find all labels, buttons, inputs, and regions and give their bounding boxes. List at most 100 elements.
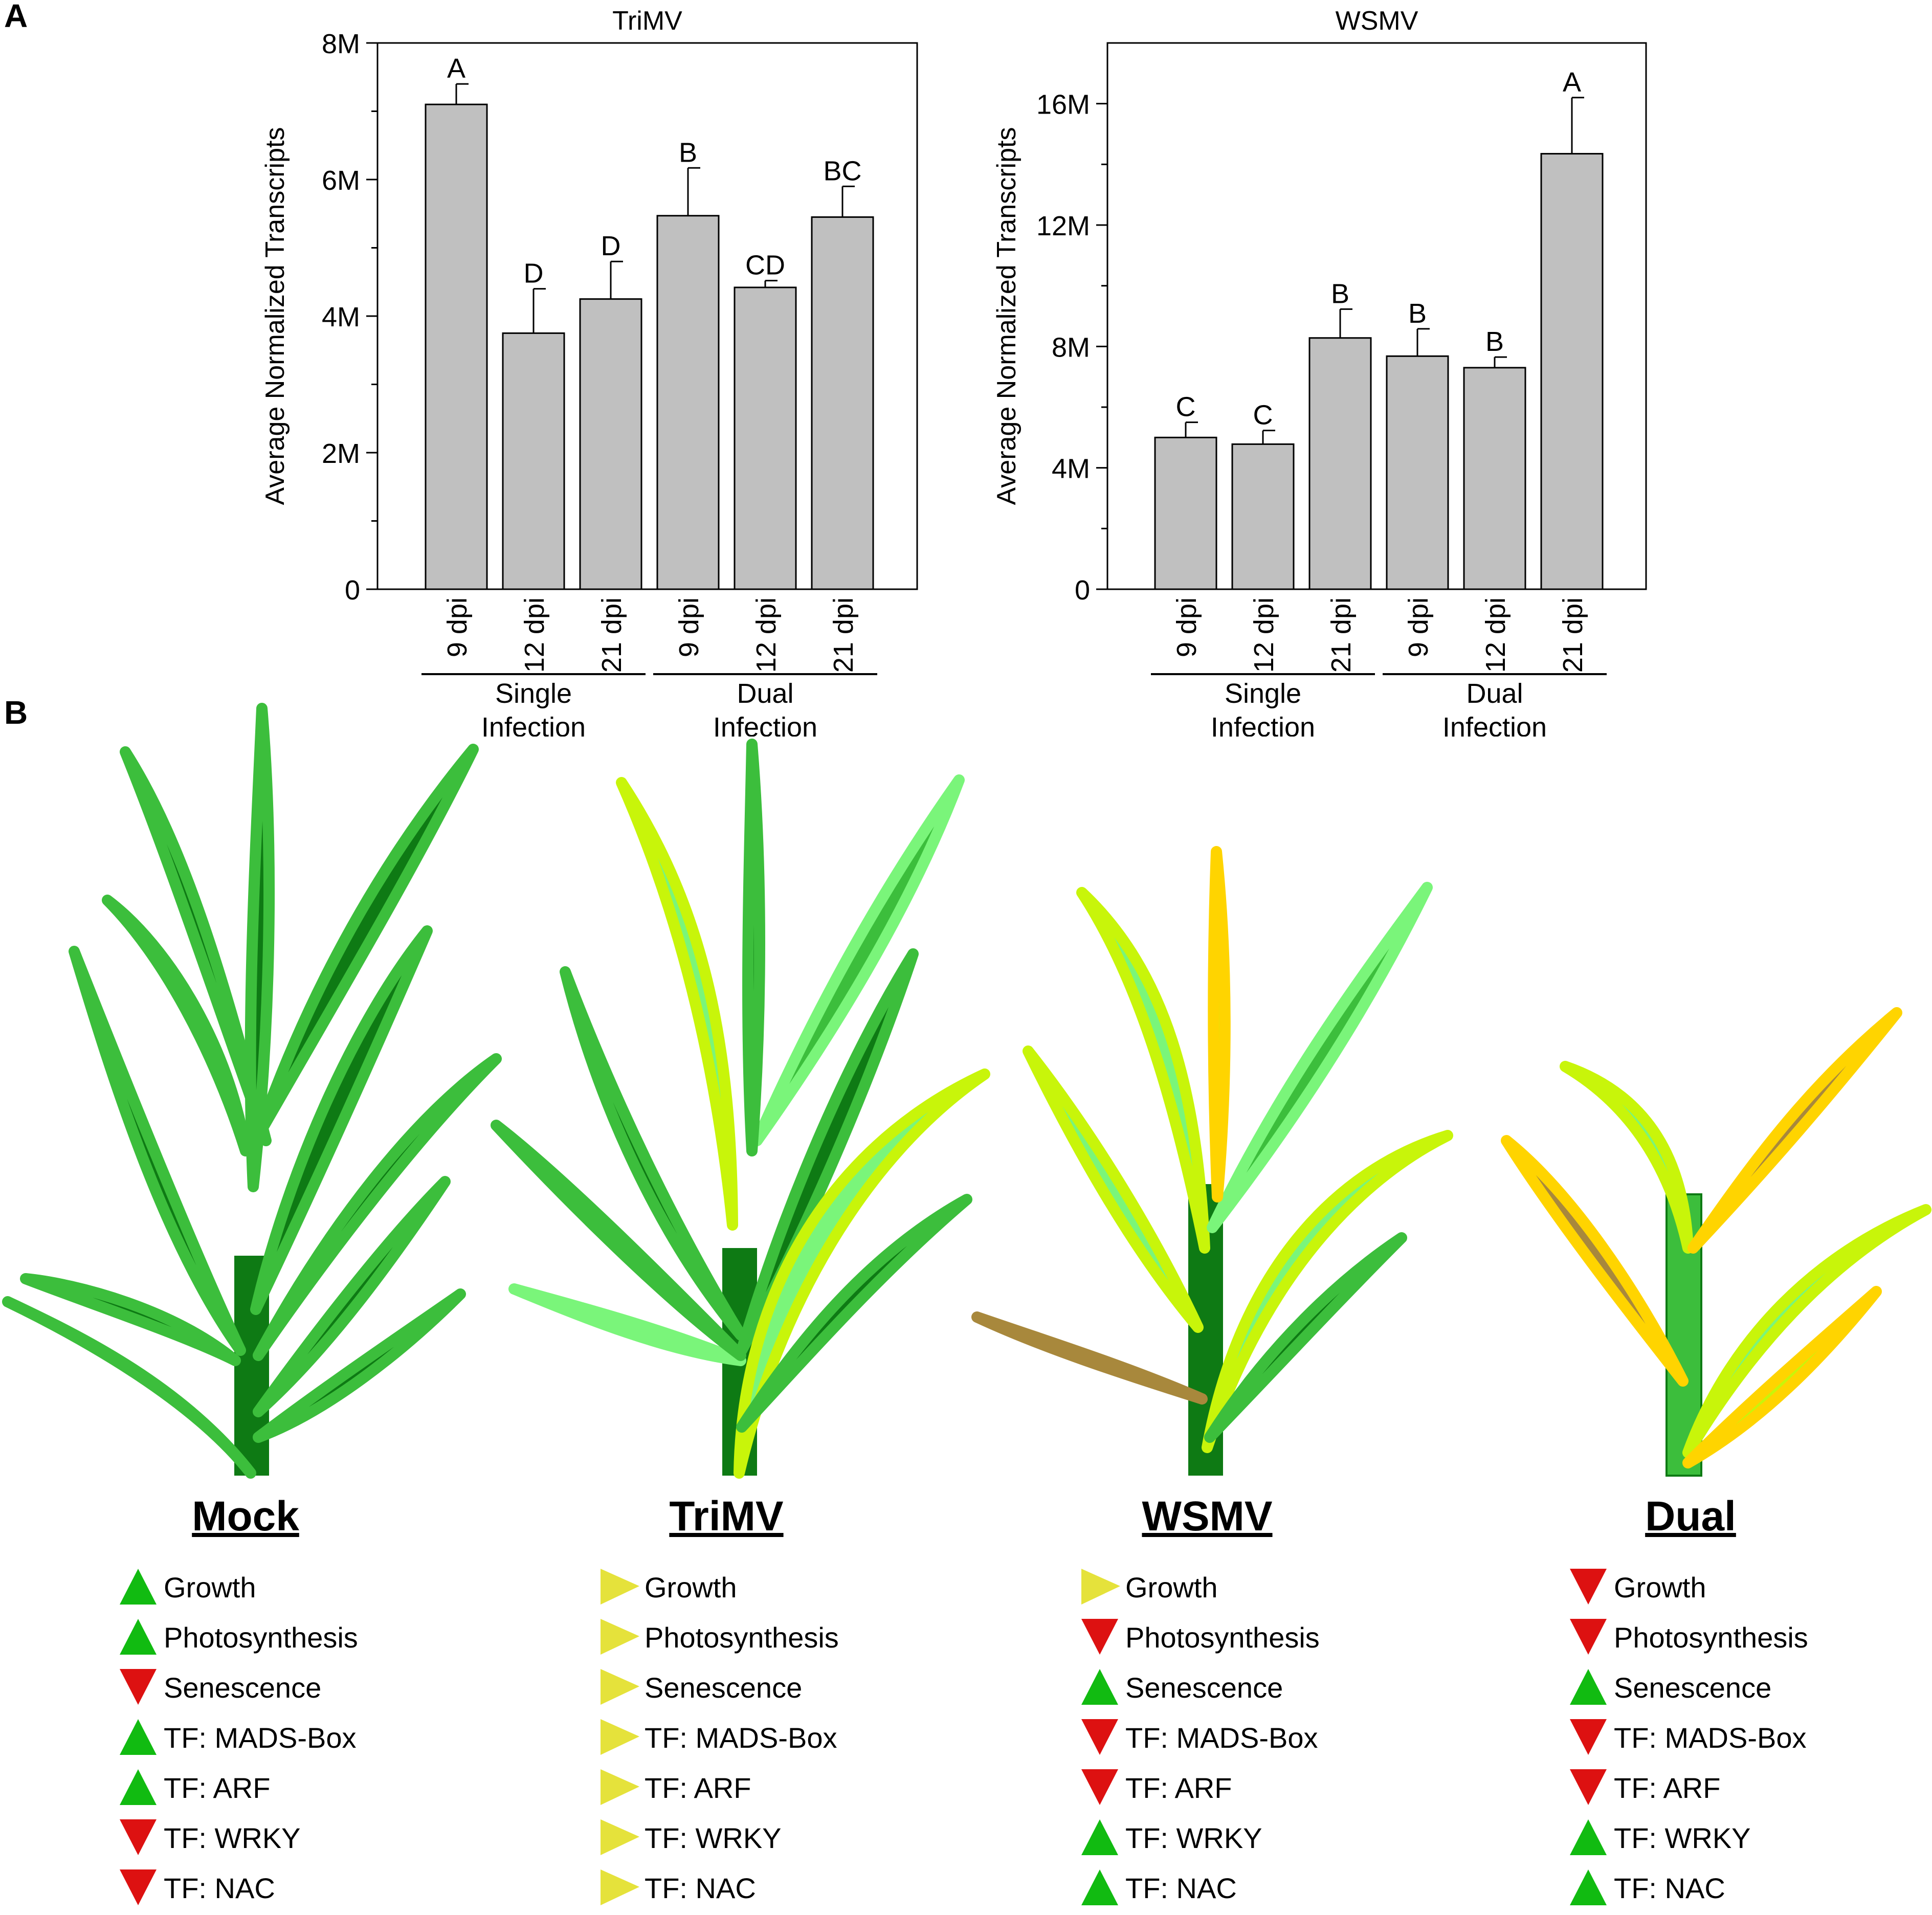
indicator-label: Senescence	[645, 1671, 803, 1704]
bar	[1308, 337, 1372, 590]
indicator-label: TF: ARF	[1614, 1771, 1721, 1804]
y-tick-label: 16M	[1036, 90, 1090, 120]
indicator-label: TF: NAC	[1125, 1872, 1237, 1904]
group-label: Infection	[1442, 712, 1547, 737]
bar	[1540, 153, 1604, 590]
indicator-label: Photosynthesis	[1125, 1621, 1320, 1654]
indicator-row: Photosynthesis	[1079, 1612, 1540, 1662]
triangle-right-icon	[1079, 1567, 1125, 1608]
triangle-up-icon	[1568, 1817, 1614, 1858]
triangle-up-icon	[118, 1767, 164, 1808]
triangle-down-icon	[1568, 1617, 1614, 1658]
indicator-row: TF: WRKY	[1079, 1813, 1540, 1863]
indicator-row: TF: MADS-Box	[118, 1712, 578, 1763]
triangle-right-icon	[598, 1717, 645, 1758]
significance-letter: B	[1485, 326, 1504, 357]
indicator-label: TF: ARF	[1125, 1771, 1232, 1804]
indicator-list: Growth Photosynthesis Senescence TF: MADS-B…	[1079, 1562, 1540, 1913]
indicator-row: Senescence	[1568, 1662, 1932, 1712]
condition-title: Dual	[1645, 1493, 1736, 1540]
triangle-up-icon	[1568, 1667, 1614, 1708]
indicator-row: Senescence	[1079, 1662, 1540, 1712]
triangle-down-icon	[1568, 1767, 1614, 1808]
x-tick-label: 9 dpi	[1403, 597, 1434, 657]
trimv-leaf	[508, 1283, 746, 1366]
indicator-list: Growth Photosynthesis Senescence TF: MADS-B…	[118, 1562, 578, 1913]
indicator-label: Senescence	[1614, 1671, 1772, 1704]
indicator-row: Photosynthesis	[598, 1612, 1059, 1662]
chart-title: WSMV	[1336, 6, 1418, 36]
group-label: Infection	[481, 712, 586, 737]
indicator-label: TF: WRKY	[164, 1821, 301, 1854]
condition-column: Dual Growth Photosynthesis Senescence TF: M…	[1568, 1493, 1932, 1913]
y-tick-label: 8M	[1052, 332, 1090, 363]
indicator-row: TF: MADS-Box	[1568, 1712, 1932, 1763]
trimv-leaf	[736, 1194, 972, 1433]
dual-leaf	[1682, 1286, 1882, 1468]
bar-charts: TriMV Average Normalized Transcripts 0 2M 4M…	[260, 6, 1647, 737]
trimv-leaf	[734, 1068, 990, 1479]
indicator-row: TF: ARF	[1568, 1763, 1932, 1813]
indicator-row: Growth	[598, 1562, 1059, 1612]
trimv-leaf	[616, 777, 738, 1231]
y-axis-label: Average Normalized Transcripts	[992, 127, 1021, 505]
wsmv-leaf	[1202, 1130, 1453, 1453]
triangle-down-icon	[118, 1667, 164, 1708]
significance-letter: B	[1408, 298, 1427, 329]
indicator-row: Growth	[1079, 1562, 1540, 1612]
indicator-row: Photosynthesis	[118, 1612, 578, 1662]
mock-leaf	[69, 946, 246, 1356]
indicator-row: Senescence	[598, 1662, 1059, 1712]
mock-leaf	[253, 744, 479, 1141]
triangle-up-icon	[1079, 1867, 1125, 1908]
x-tick-label: 12 dpi	[1249, 597, 1279, 673]
triangle-right-icon	[598, 1617, 645, 1658]
y-tick-label: 0	[1075, 575, 1090, 606]
y-tick-label: 4M	[1052, 454, 1090, 484]
indicator-label: Photosynthesis	[1614, 1621, 1808, 1654]
trimv-leaf	[742, 739, 765, 1156]
bar	[579, 298, 642, 590]
indicator-label: TF: MADS-Box	[1125, 1721, 1318, 1754]
significance-letter: D	[524, 258, 544, 289]
triangle-up-icon	[1079, 1667, 1125, 1708]
triangle-up-icon	[118, 1567, 164, 1608]
group-label: Single	[1225, 678, 1301, 709]
indicator-label: TF: WRKY	[645, 1821, 782, 1854]
indicator-label: TF: WRKY	[1614, 1821, 1751, 1854]
triangle-down-icon	[1568, 1567, 1614, 1608]
indicator-row: TF: ARF	[1079, 1763, 1540, 1813]
indicator-label: TF: ARF	[645, 1771, 751, 1804]
indicator-row: TF: NAC	[1568, 1863, 1932, 1913]
chart-0: TriMV Average Normalized Transcripts 0 2M 4M…	[260, 6, 918, 737]
indicator-label: Photosynthesis	[645, 1621, 839, 1654]
indicator-label: TF: MADS-Box	[645, 1721, 837, 1754]
x-tick-label: 12 dpi	[519, 597, 550, 673]
triangle-right-icon	[598, 1567, 645, 1608]
bar	[1231, 443, 1295, 590]
indicator-row: TF: NAC	[118, 1863, 578, 1913]
mock-leaf	[253, 1176, 451, 1417]
x-tick-label: 21 dpi	[1558, 597, 1588, 673]
indicator-list: Growth Photosynthesis Senescence TF: MADS-B…	[598, 1562, 1059, 1913]
triangle-up-icon	[1079, 1817, 1125, 1858]
chart-title: TriMV	[612, 6, 682, 36]
mock-leaf	[253, 1053, 502, 1361]
plot-frame	[1106, 42, 1647, 590]
indicator-label: TF: NAC	[164, 1872, 275, 1904]
x-tick-label: 21 dpi	[828, 597, 859, 673]
y-tick-label: 0	[345, 575, 360, 606]
x-tick-label: 21 dpi	[596, 597, 627, 673]
group-label: Infection	[713, 712, 817, 737]
significance-letter: B	[679, 137, 697, 168]
mock-leaf	[2, 1296, 256, 1479]
significance-letter: CD	[745, 250, 785, 281]
indicator-row: TF: ARF	[118, 1763, 578, 1813]
condition-column: WSMV Growth Photosynthesis Senescence TF: M…	[1079, 1493, 1540, 1913]
bar	[1463, 367, 1526, 590]
bar	[425, 103, 488, 590]
wsmv-leaf	[1207, 882, 1433, 1233]
triangle-up-icon	[1568, 1867, 1614, 1908]
wsmv-leaf	[1204, 1232, 1407, 1443]
indicator-row: TF: WRKY	[118, 1813, 578, 1863]
